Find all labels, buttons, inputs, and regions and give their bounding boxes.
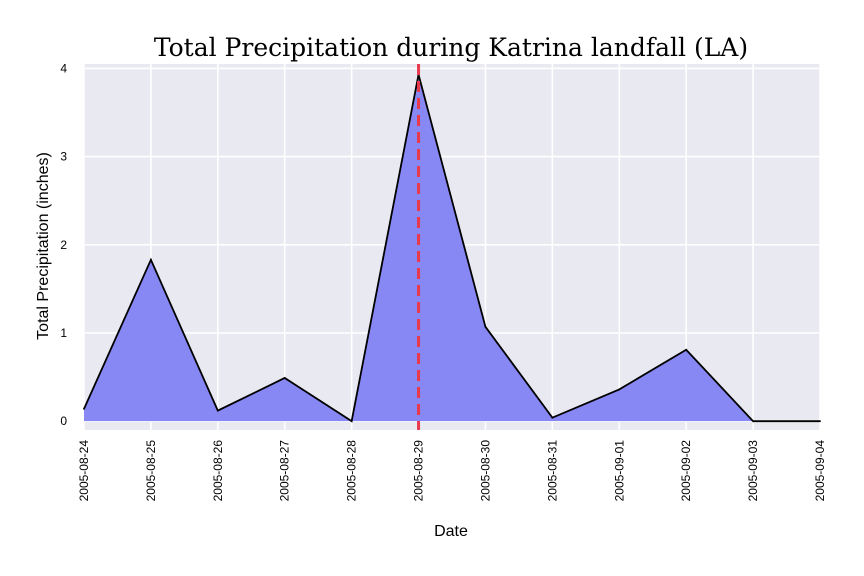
x-axis-label: Date xyxy=(434,523,468,540)
x-tick-label: 2005-08-29 xyxy=(412,440,426,502)
x-tick-labels: 2005-08-24 2005-08-25 2005-08-26 2005-08-27… xyxy=(77,440,827,502)
x-tick-label: 2005-09-02 xyxy=(679,440,693,502)
data-point xyxy=(83,407,85,410)
x-tick-label: 2005-08-26 xyxy=(211,440,225,502)
y-axis-label: Total Precipitation (inches) xyxy=(35,152,52,340)
x-tick-label: 2005-08-27 xyxy=(278,440,292,502)
data-point xyxy=(819,420,821,423)
y-tick-label: 4 xyxy=(60,61,67,75)
y-tick-label: 2 xyxy=(60,238,67,252)
data-point xyxy=(484,325,487,328)
data-point xyxy=(283,377,286,379)
precipitation-area-fill xyxy=(84,74,820,422)
x-tick-label: 2005-08-28 xyxy=(345,440,359,502)
data-point xyxy=(551,416,554,419)
data-point xyxy=(752,420,754,423)
x-tick-label: 2005-08-31 xyxy=(545,440,559,502)
x-tick-label: 2005-09-03 xyxy=(746,440,760,502)
area-series xyxy=(83,73,821,423)
y-tick-label: 1 xyxy=(60,326,67,340)
x-tick-label: 2005-08-25 xyxy=(144,440,158,502)
data-point xyxy=(150,258,152,261)
data-point xyxy=(685,348,688,351)
x-tick-label: 2005-09-01 xyxy=(612,440,626,502)
x-tick-label: 2005-08-30 xyxy=(478,440,492,502)
x-tick-label: 2005-08-24 xyxy=(77,440,91,502)
data-point xyxy=(350,420,353,423)
y-tick-labels: 0 1 2 3 4 xyxy=(60,61,67,428)
x-tick-label: 2005-09-04 xyxy=(813,440,827,502)
y-tick-label: 3 xyxy=(60,150,67,164)
precipitation-line xyxy=(83,74,820,423)
y-tick-label: 0 xyxy=(60,414,67,428)
chart-title: Total Precipitation during Katrina landf… xyxy=(154,33,748,62)
data-point xyxy=(618,388,621,391)
data-point xyxy=(216,409,219,412)
